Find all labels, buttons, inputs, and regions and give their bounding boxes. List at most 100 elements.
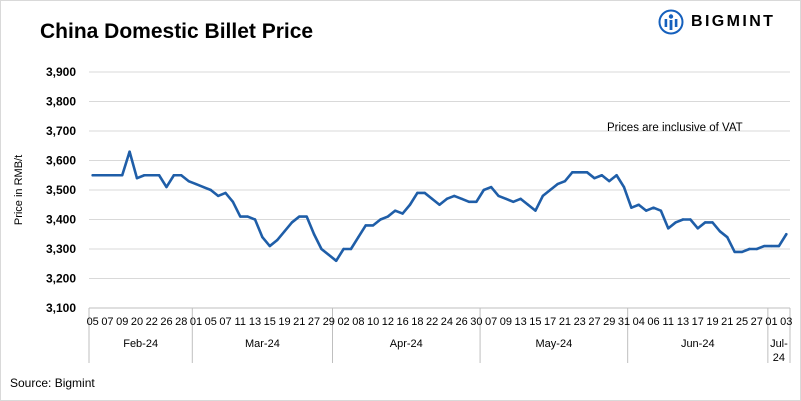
data-point [357,236,360,239]
month-label: Mar-24 [245,338,280,350]
data-point [121,174,124,177]
x-tick-label: 26 [456,316,468,328]
data-point [298,215,301,218]
data-point [644,209,648,212]
data-point [512,200,515,203]
data-point [364,224,367,227]
y-tick-label: 3,200 [46,272,76,286]
data-point [748,247,751,251]
data-point [571,171,574,174]
y-tick-label: 3,500 [46,183,76,197]
data-point [504,197,508,201]
x-tick-label: 16 [396,316,408,328]
data-point [467,200,471,203]
data-point [762,244,766,248]
x-tick-label: 01 [765,316,777,328]
x-tick-label: 22 [426,316,438,328]
data-point [438,203,441,206]
x-tick-label: 13 [677,316,689,328]
x-tick-label: 19 [278,316,290,328]
data-point [460,197,463,201]
data-point [475,200,478,203]
data-point [408,203,412,206]
data-point [172,174,176,177]
x-tick-label: 27 [751,316,763,328]
data-point [526,203,530,206]
x-tick-label: 27 [308,316,320,328]
data-point [703,221,707,224]
data-point [497,194,500,198]
data-point [379,218,382,221]
month-label: Jun-24 [681,338,715,350]
data-point [239,215,242,218]
data-point [534,209,537,212]
data-point [194,182,198,186]
data-point [401,212,404,215]
data-point [106,174,109,177]
data-point [777,244,781,248]
x-tick-label: 13 [515,316,527,328]
data-point [726,236,729,239]
x-tick-label: 30 [470,316,482,328]
data-point [157,174,161,177]
data-point [143,174,146,177]
data-point [445,197,449,201]
data-point [305,215,308,218]
data-point [327,253,331,257]
x-tick-label: 29 [323,316,335,328]
data-point [785,233,788,236]
bigmint-logo: BIGMINT [658,8,775,36]
price-series-line [91,150,788,263]
data-point [312,233,316,236]
data-point [342,247,345,251]
bigmint-logo-icon [658,9,684,35]
data-point [563,179,567,183]
data-point [600,174,604,177]
x-tick-label: 15 [529,316,541,328]
data-point [652,206,655,209]
x-tick-label: 20 [131,316,143,328]
x-tick-label: 23 [574,316,586,328]
data-point [585,171,589,174]
data-point [659,209,663,212]
data-point [718,230,722,233]
x-tick-label: 04 [633,316,645,328]
x-tick-label: 31 [618,316,630,328]
data-point [224,191,227,195]
x-tick-label: 21 [293,316,305,328]
x-tick-label: 09 [116,316,128,328]
data-point [578,171,581,174]
data-point [268,244,271,248]
data-point [283,230,286,233]
data-point [453,194,456,198]
month-label: May-24 [536,338,573,350]
x-tick-label: 06 [647,316,659,328]
x-tick-label: 26 [160,316,172,328]
data-point [696,227,699,230]
data-point [689,218,692,221]
data-point [165,185,168,189]
y-tick-label: 3,300 [46,242,76,256]
data-point [755,247,758,251]
month-label: Apr-24 [390,338,423,350]
x-tick-label: 05 [205,316,217,328]
data-point [98,174,102,177]
month-label: Feb-24 [123,338,158,350]
x-tick-label: 09 [500,316,512,328]
y-tick-label: 3,100 [46,301,76,315]
x-tick-label: 15 [264,316,276,328]
data-point [593,177,596,180]
y-tick-label: 3,600 [46,154,76,168]
data-point [290,221,294,224]
y-tick-label: 3,800 [46,95,76,109]
x-tick-label: 11 [663,316,674,328]
data-point [556,182,559,186]
y-axis-title: Price in RMB/t [13,155,25,225]
y-tick-label: 3,400 [46,213,76,227]
chart-annotation: Prices are inclusive of VAT [607,122,743,134]
data-point [423,191,426,195]
data-point [202,185,205,189]
data-point [334,259,338,262]
data-point [394,209,397,212]
